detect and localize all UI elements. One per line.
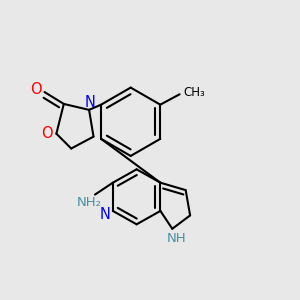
Text: N: N (84, 95, 95, 110)
Text: NH: NH (167, 232, 187, 245)
Text: O: O (30, 82, 42, 97)
Text: CH₃: CH₃ (183, 86, 205, 99)
Text: O: O (41, 126, 53, 141)
Text: N: N (100, 207, 111, 222)
Text: NH₂: NH₂ (77, 196, 102, 209)
